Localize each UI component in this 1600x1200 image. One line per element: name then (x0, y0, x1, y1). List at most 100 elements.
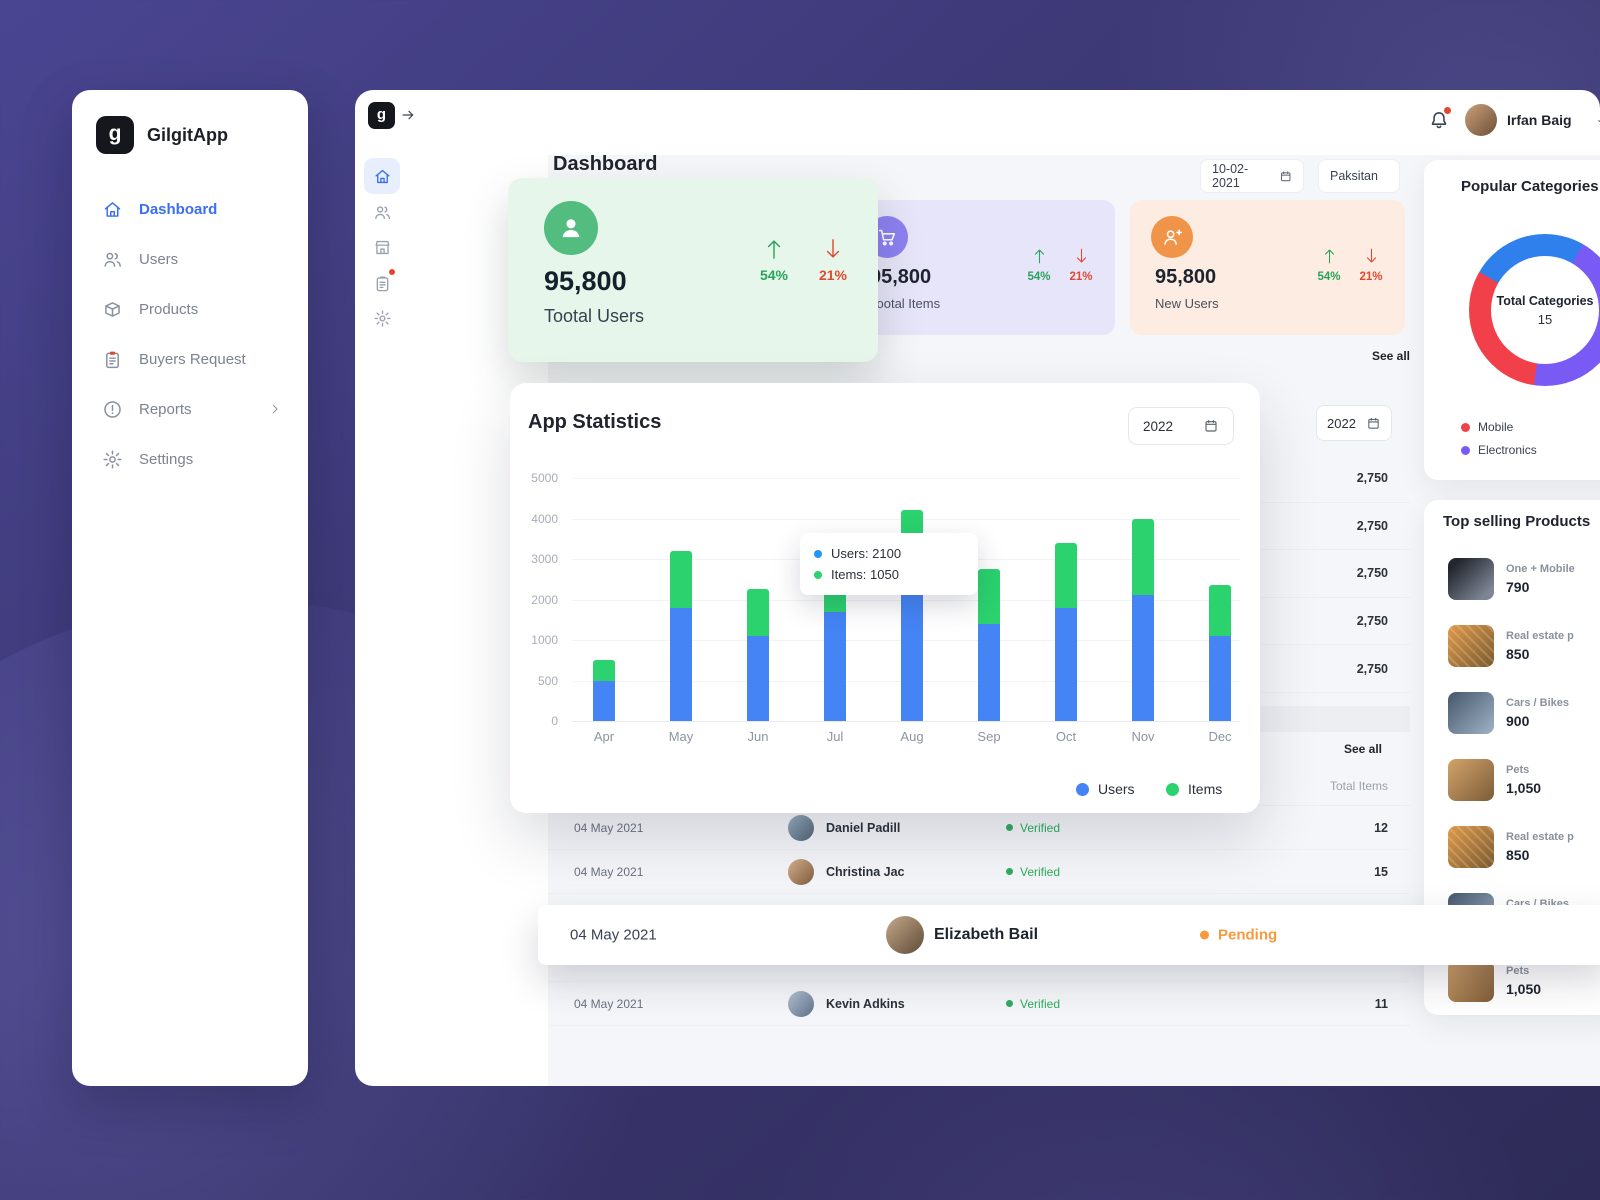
product-value: 1,050 (1506, 779, 1542, 796)
product-name: One + Mobile (1506, 562, 1575, 575)
legend-label: Mobile (1478, 420, 1514, 434)
bar-dec[interactable] (1209, 478, 1231, 721)
chart-year-select[interactable]: 2022 (1128, 407, 1234, 445)
main-content-card: g Irfan Baig Dashboard 10-02-2021 Paksit… (355, 90, 1600, 1086)
donut-center-value: 15 (1537, 311, 1553, 327)
sidebar-item-label: Settings (139, 450, 194, 468)
stat-value: 95,800 (1155, 266, 1217, 288)
rail-item-buyers-request[interactable] (364, 265, 400, 301)
table-row[interactable]: 04 May 2021 Christina Jac Verified 15 (548, 850, 1410, 894)
popular-categories-card: Popular Categories Total Categories 15 M… (1424, 160, 1600, 480)
users-icon (104, 252, 121, 267)
country-select[interactable]: Paksitan (1318, 159, 1400, 193)
notification-dot (1444, 107, 1451, 114)
bar-may[interactable] (670, 478, 692, 721)
table-row[interactable]: 04 May 2021 Daniel Padill Verified 12 (548, 806, 1410, 850)
product-item[interactable]: Real estate p 850 (1424, 612, 1600, 679)
see-all-link[interactable]: See all (1371, 349, 1410, 363)
legend-items[interactable]: Items (1166, 781, 1222, 797)
chart-y-axis: 5000 4000 3000 2000 1000 500 0 (510, 471, 558, 728)
highlighted-row-elizabeth[interactable]: 04 May 2021 Elizabeth Bail Pending (538, 905, 1600, 965)
sidebar-item-products[interactable]: Products (72, 284, 308, 334)
stat-value: 95,800 (870, 266, 932, 288)
rail-item-users[interactable] (364, 194, 400, 230)
total-items-value: 2,750 (1356, 566, 1388, 581)
gear-icon (103, 450, 122, 468)
product-name: Cars / Bikes (1506, 696, 1569, 709)
total-items-value: 2,750 (1356, 471, 1388, 486)
app-logo-row: g GilgitApp (72, 90, 308, 154)
product-name: Real estate p (1506, 830, 1574, 843)
trend-up-value: 54% (1027, 271, 1051, 283)
notification-dot (389, 269, 395, 275)
arrow-down-icon (1076, 248, 1086, 263)
rail-item-settings[interactable] (364, 300, 400, 336)
items-dot (1166, 782, 1179, 796)
bar-nov[interactable] (1132, 478, 1154, 721)
row-name: Christina Jac (826, 864, 905, 879)
see-all-link[interactable]: See all (1343, 742, 1382, 756)
row-total: 12 (1374, 820, 1388, 835)
bar-segment-users (747, 635, 769, 721)
user-avatar[interactable] (1465, 104, 1497, 136)
product-value: 1,050 (1506, 980, 1542, 997)
product-item[interactable]: Real estate p 850 (1424, 813, 1600, 880)
rail-app-logo-icon: g (368, 102, 395, 129)
x-axis-category-label: May (668, 729, 694, 744)
bar-apr[interactable] (593, 478, 615, 721)
sidebar-item-dashboard[interactable]: Dashboard (72, 184, 308, 234)
arrow-down-icon (826, 239, 840, 258)
table-row[interactable]: 04 May 2021 Kevin Adkins Verified 11 (548, 982, 1410, 1026)
chevron-down-icon[interactable] (1595, 115, 1600, 129)
total-items-value: 2,750 (1356, 614, 1388, 629)
product-item[interactable]: Pets 1,050 (1424, 746, 1600, 813)
row-date: 04 May 2021 (574, 996, 644, 1011)
row-name: Elizabeth Bail (934, 926, 1039, 943)
clipboard-icon (376, 275, 388, 291)
reports-alert-icon (104, 400, 121, 418)
y-axis-tick-label: 0 (551, 714, 558, 728)
products-box-icon (105, 301, 120, 317)
chart-tooltip: Users: 2100 Items: 1050 (800, 533, 978, 595)
total-items-value: 2,750 (1356, 661, 1388, 676)
tooltip-items-row: Items: 1050 (814, 564, 964, 585)
sidebar-item-label: Products (139, 300, 199, 318)
sidebar-item-buyers-request[interactable]: Buyers Request (72, 334, 308, 384)
sidebar-item-users[interactable]: Users (72, 234, 308, 284)
sidebar-item-settings[interactable]: Settings (72, 434, 308, 484)
date-value: 10-02-2021 (1212, 162, 1249, 190)
tooltip-users-value: Users: 2100 (831, 546, 902, 561)
trend-down-value: 21% (818, 267, 848, 283)
chart-gridline (572, 721, 1240, 722)
rail-item-store[interactable] (364, 229, 400, 265)
home-icon (374, 169, 390, 183)
product-item[interactable]: Pets 1,050 (1424, 947, 1600, 1014)
sidebar-item-reports[interactable]: Reports (72, 384, 308, 434)
legend-dot (1461, 445, 1470, 455)
expand-sidebar-arrow-icon[interactable] (400, 107, 416, 123)
bar-sep[interactable] (978, 478, 1000, 721)
sidebar-item-label: Buyers Request (139, 350, 246, 368)
x-axis-category-label: Aug (900, 729, 924, 744)
bar-aug[interactable] (901, 478, 923, 721)
legend-label: Electronics (1478, 443, 1537, 457)
bar-jun[interactable] (747, 478, 769, 721)
bar-oct[interactable] (1055, 478, 1077, 721)
product-item[interactable]: One + Mobile 790 (1424, 545, 1600, 612)
bar-jul[interactable] (824, 478, 846, 721)
trend-up: 54% (1021, 245, 1057, 283)
bell-icon[interactable] (1428, 110, 1450, 132)
arrow-down-icon (1366, 248, 1376, 263)
date-picker[interactable]: 10-02-2021 (1200, 159, 1304, 193)
avatar (788, 858, 814, 885)
card-title: Top selling Products (1443, 513, 1591, 530)
trend-down-value: 21% (1069, 271, 1093, 283)
product-value: 850 (1506, 645, 1530, 662)
legend-users[interactable]: Users (1076, 781, 1135, 797)
x-axis-category-label: Dec (1208, 729, 1232, 744)
status-badge: Verified (1006, 997, 1060, 1011)
year-select[interactable]: 2022 (1316, 405, 1392, 441)
product-item[interactable]: Cars / Bikes 900 (1424, 679, 1600, 746)
rail-item-dashboard[interactable] (364, 158, 400, 194)
arrow-up-icon (1324, 249, 1334, 264)
